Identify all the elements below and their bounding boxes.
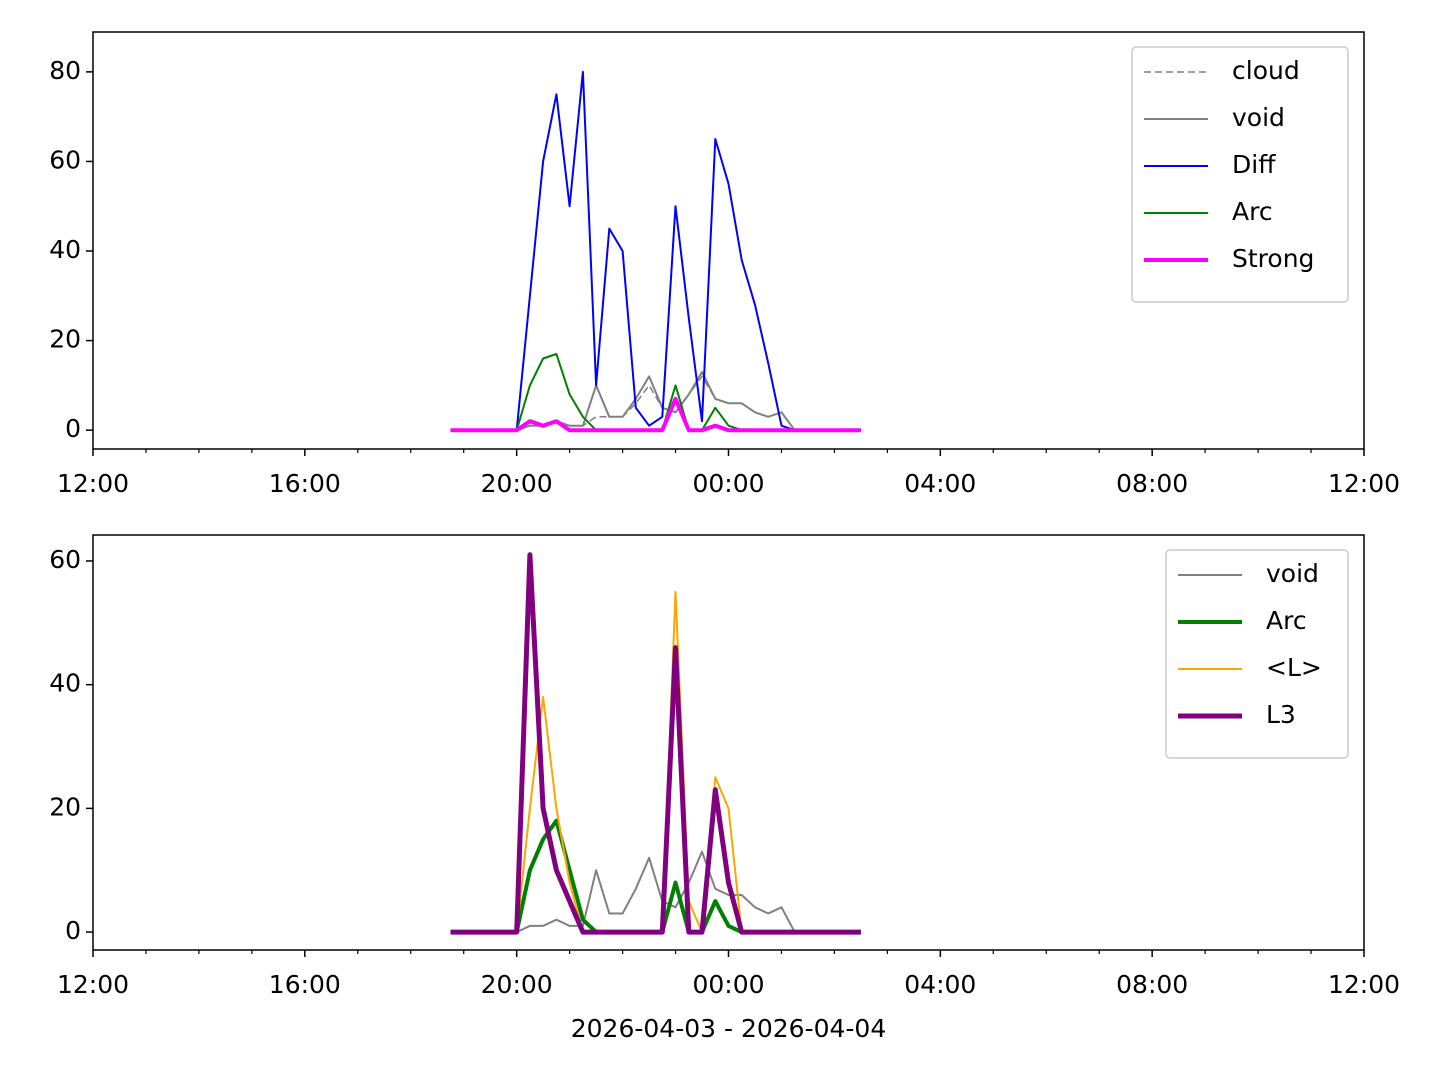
x-tick-label: 20:00 [481,469,553,498]
series-line [450,70,861,432]
legend-label: void [1266,559,1319,588]
x-tick-label: 12:00 [57,970,129,999]
series-line [450,396,861,433]
x-tick-label: 08:00 [1116,469,1188,498]
x-tick-label: 08:00 [1116,970,1188,999]
legend-label: Diff [1232,150,1276,179]
y-tick-label: 80 [49,56,81,85]
legend-label: void [1232,103,1285,132]
legend-label: Arc [1266,606,1307,635]
y-tick-label: 20 [49,792,81,821]
x-tick-label: 16:00 [269,970,341,999]
series-line [450,850,861,934]
legend-label: L3 [1266,700,1296,729]
y-tick-label: 20 [49,325,81,354]
x-tick-label: 16:00 [269,469,341,498]
legend-box [1165,549,1349,759]
x-tick-label: 12:00 [1328,970,1400,999]
legend-box [1131,46,1349,303]
series-line [450,552,861,935]
y-tick-label: 40 [49,235,81,264]
y-tick-label: 60 [49,145,81,174]
x-tick-label: 04:00 [904,469,976,498]
legend-label: <L> [1266,653,1322,682]
x-tick-label: 12:00 [1328,469,1400,498]
x-tick-label: 00:00 [692,970,764,999]
x-axis-label: 2026-04-03 - 2026-04-04 [571,1014,887,1043]
legend-label: cloud [1232,56,1300,85]
y-tick-label: 0 [65,414,81,443]
y-tick-label: 0 [65,916,81,945]
x-tick-label: 20:00 [481,970,553,999]
axes-frame [92,31,1365,450]
y-tick-label: 40 [49,669,81,698]
legend-label: Arc [1232,197,1273,226]
x-tick-label: 04:00 [904,970,976,999]
axes-frame [92,534,1365,951]
x-tick-label: 12:00 [57,469,129,498]
y-tick-label: 60 [49,545,81,574]
x-tick-label: 00:00 [692,469,764,498]
legend-label: Strong [1232,244,1314,273]
